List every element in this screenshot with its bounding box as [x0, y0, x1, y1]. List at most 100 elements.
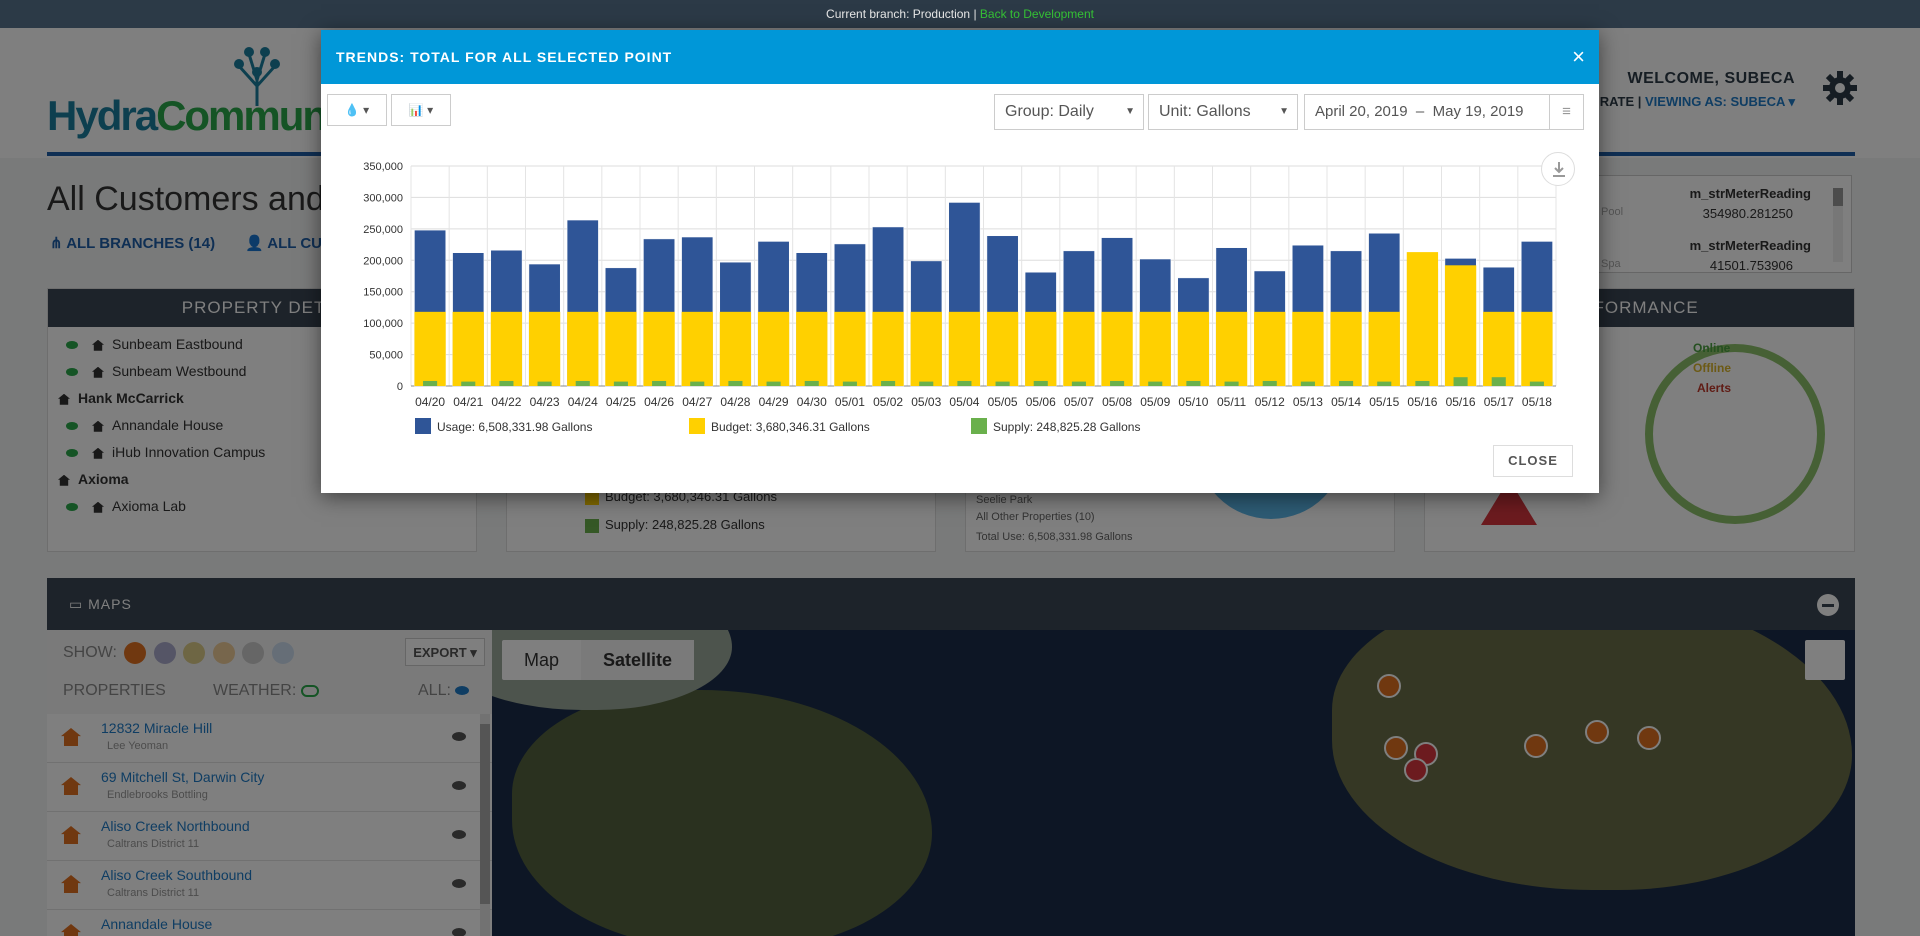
download-icon[interactable]: [1541, 152, 1575, 186]
x-tick-label: 05/12: [1255, 395, 1285, 409]
bar-supply[interactable]: [1033, 380, 1048, 386]
bar-supply[interactable]: [1339, 380, 1354, 386]
bar-budget[interactable]: [948, 311, 981, 386]
legend-label-supply[interactable]: Supply: 248,825.28 Gallons: [993, 420, 1140, 434]
bar-budget[interactable]: [1444, 265, 1477, 386]
bar-supply[interactable]: [1453, 377, 1468, 386]
x-tick-label: 05/13: [1293, 395, 1323, 409]
bar-budget[interactable]: [910, 311, 942, 386]
bar-supply[interactable]: [575, 380, 590, 386]
x-tick-label: 05/17: [1484, 395, 1514, 409]
x-tick-label: 05/16: [1407, 395, 1437, 409]
bar-budget[interactable]: [986, 311, 1019, 386]
bar-supply[interactable]: [1491, 377, 1506, 386]
bar-supply[interactable]: [957, 380, 972, 386]
bar-supply[interactable]: [1224, 381, 1239, 386]
x-tick-label: 04/23: [530, 395, 560, 409]
y-tick-label: 100,000: [363, 318, 403, 330]
bar-budget[interactable]: [1292, 311, 1324, 386]
bar-budget[interactable]: [1483, 311, 1515, 386]
bar-budget[interactable]: [1368, 311, 1400, 386]
date-range-input[interactable]: April 20, 2019 – May 19, 2019 ≡: [1304, 94, 1584, 130]
chart-type-dropdown[interactable]: 📊 ▾: [391, 94, 451, 126]
bar-supply[interactable]: [690, 381, 705, 386]
bar-supply[interactable]: [1071, 381, 1086, 386]
bar-supply[interactable]: [919, 381, 934, 386]
x-tick-label: 04/26: [644, 395, 674, 409]
bar-supply[interactable]: [1262, 380, 1277, 386]
bar-supply[interactable]: [995, 381, 1010, 386]
x-tick-label: 05/15: [1369, 395, 1399, 409]
bar-budget[interactable]: [452, 311, 484, 386]
bar-budget[interactable]: [1177, 311, 1210, 386]
bar-budget[interactable]: [1521, 311, 1553, 386]
y-tick-label: 200,000: [363, 255, 403, 267]
x-tick-label: 04/27: [682, 395, 712, 409]
bar-supply[interactable]: [423, 380, 438, 386]
date-options-icon[interactable]: ≡: [1549, 95, 1583, 129]
unit-select[interactable]: Unit: Gallons ▼: [1148, 94, 1298, 130]
legend-swatch-budget[interactable]: [689, 418, 705, 434]
bar-budget[interactable]: [681, 311, 713, 386]
bar-supply[interactable]: [881, 380, 896, 386]
chart-legend: Usage: 6,508,331.98 Gallons Budget: 3,680…: [415, 418, 1140, 434]
bar-supply[interactable]: [461, 381, 476, 386]
bar-supply[interactable]: [1186, 380, 1201, 386]
bar-budget[interactable]: [490, 311, 523, 386]
bar-budget[interactable]: [605, 311, 637, 386]
data-type-dropdown[interactable]: 💧 ▾: [327, 94, 387, 126]
bar-budget[interactable]: [643, 311, 675, 386]
legend-swatch-usage[interactable]: [415, 418, 431, 434]
x-tick-label: 05/04: [949, 395, 979, 409]
bar-supply[interactable]: [842, 381, 857, 386]
bar-budget[interactable]: [1330, 311, 1362, 386]
group-select-value: Group: Daily: [1005, 103, 1094, 120]
bar-budget[interactable]: [872, 311, 904, 386]
bar-budget[interactable]: [757, 311, 790, 386]
bar-budget[interactable]: [1063, 311, 1095, 386]
legend-label-budget[interactable]: Budget: 3,680,346.31 Gallons: [711, 420, 870, 434]
close-icon[interactable]: ×: [1572, 44, 1585, 69]
bar-supply[interactable]: [1377, 381, 1392, 386]
modal-title: TRENDS: TOTAL FOR ALL SELECTED POINT: [321, 30, 1599, 84]
x-tick-label: 05/14: [1331, 395, 1361, 409]
bar-supply[interactable]: [804, 380, 819, 386]
legend-label-usage[interactable]: Usage: 6,508,331.98 Gallons: [437, 420, 592, 434]
x-tick-label: 05/06: [1026, 395, 1056, 409]
bar-budget[interactable]: [719, 311, 752, 386]
bar-supply[interactable]: [1300, 381, 1315, 386]
bar-budget[interactable]: [528, 311, 561, 386]
x-tick-label: 05/16: [1446, 395, 1476, 409]
legend-swatch-supply[interactable]: [971, 418, 987, 434]
bar-budget[interactable]: [1025, 311, 1057, 386]
bar-budget[interactable]: [796, 311, 828, 386]
bar-supply[interactable]: [499, 380, 514, 386]
x-tick-label: 04/21: [453, 395, 483, 409]
branch-bar: Current branch: Production | Back to Dev…: [0, 0, 1920, 28]
bar-supply[interactable]: [728, 380, 743, 386]
bar-budget[interactable]: [1215, 311, 1248, 386]
x-tick-label: 04/29: [759, 395, 789, 409]
bar-supply[interactable]: [1110, 380, 1125, 386]
bar-supply[interactable]: [1148, 381, 1163, 386]
bar-supply[interactable]: [537, 381, 552, 386]
x-tick-label: 05/03: [911, 395, 941, 409]
close-button[interactable]: CLOSE: [1493, 445, 1573, 477]
bar-supply[interactable]: [1529, 381, 1544, 386]
bar-budget[interactable]: [1101, 311, 1133, 386]
bar-budget[interactable]: [834, 311, 866, 386]
bar-budget[interactable]: [414, 311, 446, 386]
x-axis-ticks: 04/20 04/21 04/22 04/23 04/24 04/25 04/26 04/27…: [415, 395, 1552, 409]
bar-budget[interactable]: [567, 311, 599, 386]
chart-bars: [414, 202, 1553, 387]
back-to-development-link[interactable]: Back to Development: [979, 7, 1094, 21]
bar-budget[interactable]: [1139, 311, 1171, 386]
bar-supply[interactable]: [613, 381, 628, 386]
bar-supply[interactable]: [766, 381, 781, 386]
bar-supply[interactable]: [1415, 380, 1430, 386]
bar-budget[interactable]: [1254, 311, 1286, 386]
y-tick-label: 300,000: [363, 192, 403, 204]
bar-supply[interactable]: [652, 380, 667, 386]
group-select[interactable]: Group: Daily ▼: [994, 94, 1144, 130]
bar-budget[interactable]: [1406, 252, 1439, 386]
